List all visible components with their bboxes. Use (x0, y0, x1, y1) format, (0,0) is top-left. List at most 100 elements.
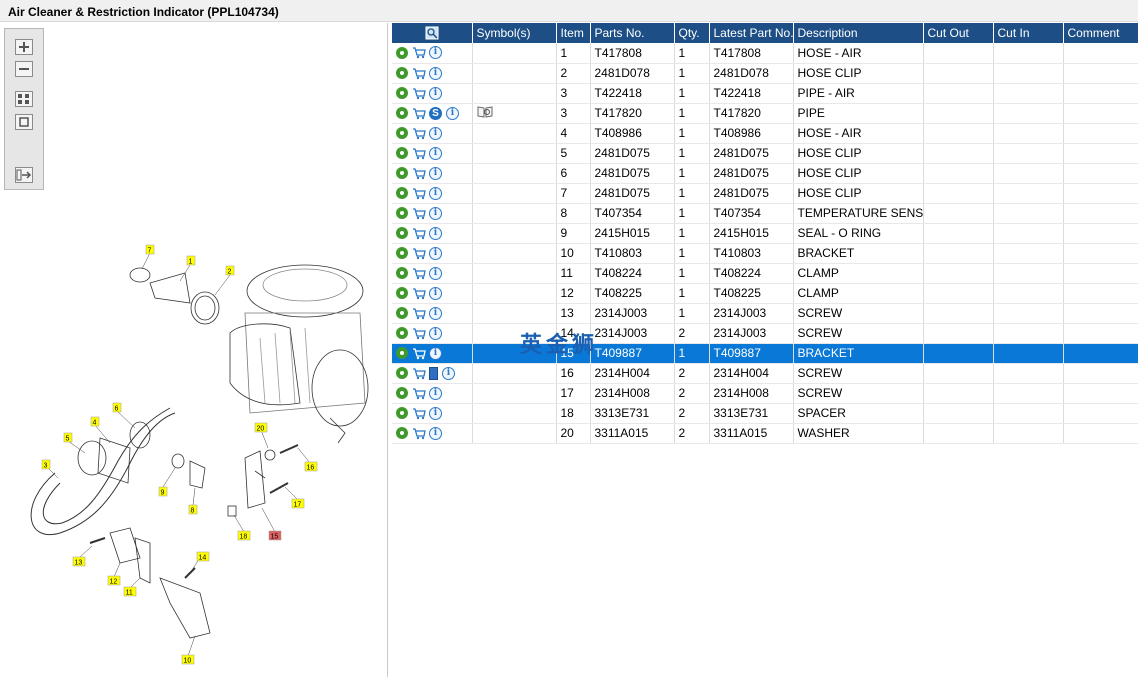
cart-icon[interactable] (412, 167, 426, 180)
column-header-actions[interactable] (392, 23, 473, 43)
callout-13[interactable]: 13 (72, 556, 86, 567)
column-header-part-no[interactable]: Parts No. (590, 23, 675, 43)
cart-icon[interactable] (412, 407, 426, 420)
cart-icon[interactable] (412, 427, 426, 440)
cart-icon[interactable] (412, 127, 426, 140)
export-button[interactable] (15, 167, 33, 183)
info-icon[interactable]: i (446, 106, 459, 120)
service-icon[interactable]: S (429, 106, 442, 120)
gear-icon[interactable] (396, 147, 408, 159)
table-row[interactable]: i 13 2314J003 1 2314J003 SCREW (392, 303, 1138, 324)
column-header-comment[interactable]: Comment (1063, 23, 1138, 43)
fit-all-button[interactable] (15, 91, 33, 107)
cart-icon[interactable] (412, 347, 426, 360)
book-icon[interactable] (429, 366, 438, 380)
cart-icon[interactable] (412, 247, 426, 260)
table-row[interactable]: i 15 T409887 1 T409887 BRACKET (392, 343, 1138, 364)
symbol-book-icon[interactable] (477, 105, 493, 121)
gear-icon[interactable] (396, 347, 408, 359)
gear-icon[interactable] (396, 367, 408, 379)
callout-15-selected[interactable]: 15 (268, 530, 282, 541)
table-row[interactable]: i 4 T408986 1 T408986 HOSE - AIR (392, 123, 1138, 144)
callout-3[interactable]: 3 (41, 459, 51, 470)
callout-1[interactable]: 1 (186, 255, 196, 266)
callout-2[interactable]: 2 (225, 265, 235, 276)
table-row[interactable]: i 18 3313E731 2 3313E731 SPACER (392, 403, 1138, 424)
callout-12[interactable]: 12 (107, 575, 121, 586)
cart-icon[interactable] (412, 387, 426, 400)
info-icon[interactable]: i (429, 46, 442, 60)
gear-icon[interactable] (396, 187, 408, 199)
table-row[interactable]: i 9 2415H015 1 2415H015 SEAL - O RING (392, 223, 1138, 244)
column-header-symbols[interactable]: Symbol(s) (472, 23, 557, 43)
gear-icon[interactable] (396, 287, 408, 299)
gear-icon[interactable] (396, 327, 408, 339)
gear-icon[interactable] (396, 307, 408, 319)
zoom-in-button[interactable] (15, 39, 33, 55)
column-header-latest-part-no[interactable]: Latest Part No. (709, 23, 794, 43)
table-row[interactable]: i 16 2314H004 2 2314H004 SCREW (392, 363, 1138, 384)
actual-size-button[interactable] (15, 114, 33, 130)
table-row[interactable]: i 10 T410803 1 T410803 BRACKET (392, 243, 1138, 264)
table-row[interactable]: i 5 2481D075 1 2481D075 HOSE CLIP (392, 143, 1138, 164)
column-header-qty[interactable]: Qty. (674, 23, 710, 43)
info-icon[interactable]: i (429, 286, 442, 300)
cart-icon[interactable] (412, 287, 426, 300)
cart-icon[interactable] (412, 67, 426, 80)
gear-icon[interactable] (396, 227, 408, 239)
gear-icon[interactable] (396, 127, 408, 139)
cart-icon[interactable] (412, 327, 426, 340)
info-icon[interactable]: i (429, 186, 442, 200)
gear-icon[interactable] (396, 46, 408, 59)
table-row[interactable]: i 3 T422418 1 T422418 PIPE - AIR (392, 83, 1138, 104)
gear-icon[interactable] (396, 427, 408, 439)
cart-icon[interactable] (412, 107, 426, 120)
info-icon[interactable]: i (429, 406, 442, 420)
callout-8[interactable]: 8 (188, 504, 198, 515)
gear-icon[interactable] (396, 107, 408, 119)
info-icon[interactable]: i (429, 326, 442, 340)
info-icon[interactable]: i (429, 426, 442, 440)
cart-icon[interactable] (412, 187, 426, 200)
info-icon[interactable]: i (429, 66, 442, 80)
gear-icon[interactable] (396, 207, 408, 219)
column-header-cut-out[interactable]: Cut Out (923, 23, 994, 43)
info-icon[interactable]: i (429, 346, 442, 360)
table-row[interactable]: i 2 2481D078 1 2481D078 HOSE CLIP (392, 63, 1138, 84)
table-row[interactable]: i 14 2314J003 2 2314J003 SCREW (392, 323, 1138, 344)
info-icon[interactable]: i (429, 206, 442, 220)
info-icon[interactable]: i (429, 126, 442, 140)
info-icon[interactable]: i (429, 226, 442, 240)
callout-14[interactable]: 14 (196, 551, 210, 562)
cart-icon[interactable] (412, 307, 426, 320)
gear-icon[interactable] (396, 387, 408, 399)
callout-7[interactable]: 7 (145, 244, 155, 255)
cart-icon[interactable] (412, 367, 426, 380)
table-row[interactable]: i 12 T408225 1 T408225 CLAMP (392, 283, 1138, 304)
callout-20[interactable]: 20 (254, 422, 268, 433)
cart-icon[interactable] (412, 87, 426, 100)
info-icon[interactable]: i (442, 366, 455, 380)
gear-icon[interactable] (396, 267, 408, 279)
gear-icon[interactable] (396, 67, 408, 79)
column-header-cut-in[interactable]: Cut In (993, 23, 1064, 43)
info-icon[interactable]: i (429, 166, 442, 180)
gear-icon[interactable] (396, 247, 408, 259)
info-icon[interactable]: i (429, 306, 442, 320)
info-icon[interactable]: i (429, 386, 442, 400)
callout-9[interactable]: 9 (158, 486, 168, 497)
info-icon[interactable]: i (429, 86, 442, 100)
cart-icon[interactable] (412, 147, 426, 160)
exploded-parts-diagram[interactable]: 7 1 2 6 4 5 3 9 8 20 16 17 18 15 13 12 1… (0, 203, 388, 677)
gear-icon[interactable] (396, 407, 408, 419)
cart-icon[interactable] (412, 267, 426, 280)
table-row[interactable]: i 17 2314H008 2 2314H008 SCREW (392, 383, 1138, 404)
callout-5[interactable]: 5 (63, 432, 73, 443)
info-icon[interactable]: i (429, 146, 442, 160)
table-row[interactable]: i 6 2481D075 1 2481D075 HOSE CLIP (392, 163, 1138, 184)
callout-11[interactable]: 11 (123, 586, 137, 597)
info-icon[interactable]: i (429, 266, 442, 280)
gear-icon[interactable] (396, 167, 408, 179)
